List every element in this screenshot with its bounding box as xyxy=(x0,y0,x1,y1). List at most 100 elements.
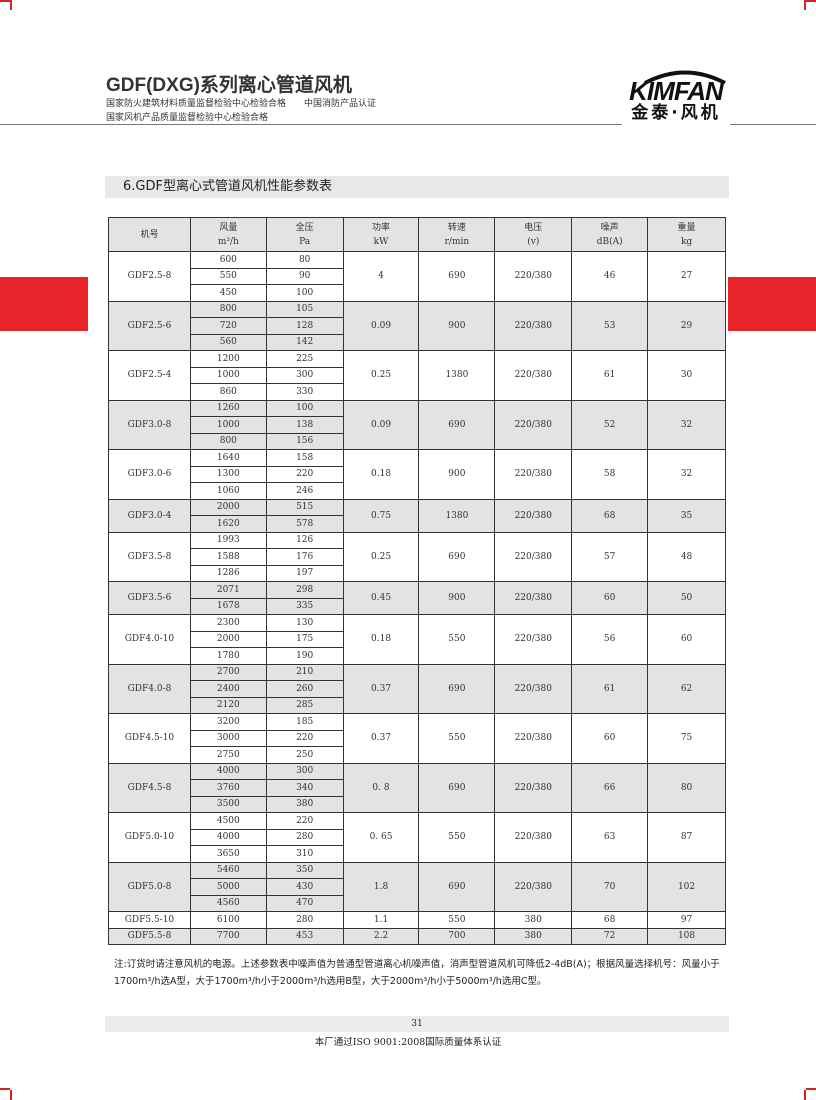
voltage-cell: 220/380 xyxy=(494,531,573,582)
speed-cell: 690 xyxy=(418,861,496,912)
weight-cell: 48 xyxy=(647,531,726,582)
voltage-cell: 220/380 xyxy=(494,861,573,912)
table-row: GDF4.0-10 2300 130 0.18 550 220/380 56 60 xyxy=(108,614,726,665)
pressure-cell: 156 xyxy=(265,432,344,450)
flow-cell: 1620 xyxy=(189,515,267,533)
weight-cell: 29 xyxy=(647,300,726,351)
side-tab-right xyxy=(728,277,816,331)
weight-cell: 87 xyxy=(647,812,726,863)
table-row: GDF5.0-10 4500 220 0. 65 550 220/380 63 87 xyxy=(108,812,726,863)
voltage-cell: 380 xyxy=(494,927,573,945)
flow-cell: 2071 xyxy=(189,581,267,599)
footer-certification: 本厂通过ISO 9001:2008国际质量体系认证 xyxy=(314,1037,502,1048)
flow-cell: 2000 xyxy=(189,498,267,516)
model-cell: GDF5.0-10 xyxy=(108,812,191,863)
page-title: GDF(DXG)系列离心管道风机 xyxy=(106,75,352,96)
flow-cell: 1588 xyxy=(189,548,267,566)
table-row: GDF5.5-10 6100 280 1.1 550 380 68 97 xyxy=(108,911,726,929)
header-label: 电压 xyxy=(524,222,543,233)
header-label: 机号 xyxy=(140,229,159,240)
flow-cell: 1286 xyxy=(189,564,267,582)
power-cell: 0. 8 xyxy=(342,762,420,813)
weight-cell: 80 xyxy=(647,762,726,813)
pressure-cell: 285 xyxy=(265,696,344,714)
power-cell: 0. 65 xyxy=(342,812,420,863)
column-header: 全压 Pa xyxy=(265,217,344,252)
model-cell: GDF4.5-8 xyxy=(108,762,191,813)
power-cell: 0.18 xyxy=(342,614,420,665)
crop-mark xyxy=(0,1088,10,1090)
section-title: 6.GDF型离心式管道风机性能参数表 xyxy=(105,176,729,198)
weight-cell: 32 xyxy=(647,449,726,500)
flow-cell: 720 xyxy=(189,317,267,335)
pressure-cell: 220 xyxy=(265,812,344,830)
flow-cell: 4560 xyxy=(189,894,267,912)
flow-cell: 1260 xyxy=(189,399,267,417)
model-cell: GDF5.0-8 xyxy=(108,861,191,912)
pressure-cell: 175 xyxy=(265,630,344,648)
power-cell: 0.37 xyxy=(342,713,420,764)
table-row: GDF4.5-10 3200 185 0.37 550 220/380 60 75 xyxy=(108,713,726,764)
voltage-cell: 220/380 xyxy=(494,300,573,351)
table-row: 1000 138 xyxy=(109,416,726,434)
table-row: 1620 578 xyxy=(109,515,726,533)
table-row: 1588 176 xyxy=(109,548,726,566)
header-label: 风量 xyxy=(219,222,238,233)
noise-cell: 57 xyxy=(571,531,649,582)
table-row: 4560 470 xyxy=(109,894,726,912)
pressure-cell: 515 xyxy=(265,498,344,516)
flow-cell: 600 xyxy=(189,251,267,269)
voltage-cell: 220/380 xyxy=(494,350,573,401)
pressure-cell: 100 xyxy=(265,284,344,302)
speed-cell: 1380 xyxy=(418,350,496,401)
table-row: 560 142 xyxy=(109,333,726,351)
pressure-cell: 128 xyxy=(265,317,344,335)
table-row: 5000 430 xyxy=(109,878,726,896)
noise-cell: 68 xyxy=(571,911,649,929)
speed-cell: 700 xyxy=(418,927,496,945)
table-row: GDF4.5-8 4000 300 0. 8 690 220/380 66 80 xyxy=(108,762,726,813)
noise-cell: 68 xyxy=(571,498,649,533)
power-cell: 0.09 xyxy=(342,300,420,351)
table-row: GDF2.5-8 600 80 4 690 220/380 46 27 xyxy=(108,251,726,302)
pressure-cell: 176 xyxy=(265,548,344,566)
pressure-cell: 300 xyxy=(265,762,344,780)
pressure-cell: 330 xyxy=(265,383,344,401)
table-row: 1678 335 xyxy=(109,597,726,615)
flow-cell: 3500 xyxy=(189,795,267,813)
noise-cell: 60 xyxy=(571,581,649,615)
performance-table: 机号 风量 m³/h 全压 Pa 功率 kW 转速 r/min 电压 (v) 噪声 dB(A) 重量 kg … xyxy=(108,217,726,945)
flow-cell: 1780 xyxy=(189,647,267,665)
power-cell: 0.25 xyxy=(342,350,420,401)
pressure-cell: 578 xyxy=(265,515,344,533)
voltage-cell: 220/380 xyxy=(494,498,573,533)
noise-cell: 52 xyxy=(571,399,649,450)
side-tab-left xyxy=(0,277,88,331)
flow-cell: 1000 xyxy=(189,416,267,434)
voltage-cell: 220/380 xyxy=(494,762,573,813)
table-row: 860 330 xyxy=(109,383,726,401)
table-row: 720 128 xyxy=(109,317,726,335)
pressure-cell: 220 xyxy=(265,729,344,747)
speed-cell: 550 xyxy=(418,614,496,665)
noise-cell: 61 xyxy=(571,663,649,714)
pressure-cell: 210 xyxy=(265,663,344,681)
flow-cell: 3000 xyxy=(189,729,267,747)
voltage-cell: 220/380 xyxy=(494,663,573,714)
voltage-cell: 220/380 xyxy=(494,449,573,500)
crop-mark xyxy=(804,1090,806,1100)
model-cell: GDF2.5-4 xyxy=(108,350,191,401)
pressure-cell: 350 xyxy=(265,861,344,879)
column-header: 重量 kg xyxy=(647,217,726,252)
table-row: GDF2.5-4 1200 225 0.25 1380 220/380 61 30 xyxy=(108,350,726,401)
column-header: 噪声 dB(A) xyxy=(571,217,649,252)
table-row: GDF3.5-6 2071 298 0.45 900 220/380 60 50 xyxy=(108,581,726,615)
pressure-cell: 185 xyxy=(265,713,344,731)
flow-cell: 5000 xyxy=(189,878,267,896)
table-row: 2120 285 xyxy=(109,696,726,714)
header-label: Pa xyxy=(299,236,311,247)
flow-cell: 800 xyxy=(189,300,267,318)
header-label: 功率 xyxy=(372,222,391,233)
power-cell: 0.75 xyxy=(342,498,420,533)
noise-cell: 63 xyxy=(571,812,649,863)
